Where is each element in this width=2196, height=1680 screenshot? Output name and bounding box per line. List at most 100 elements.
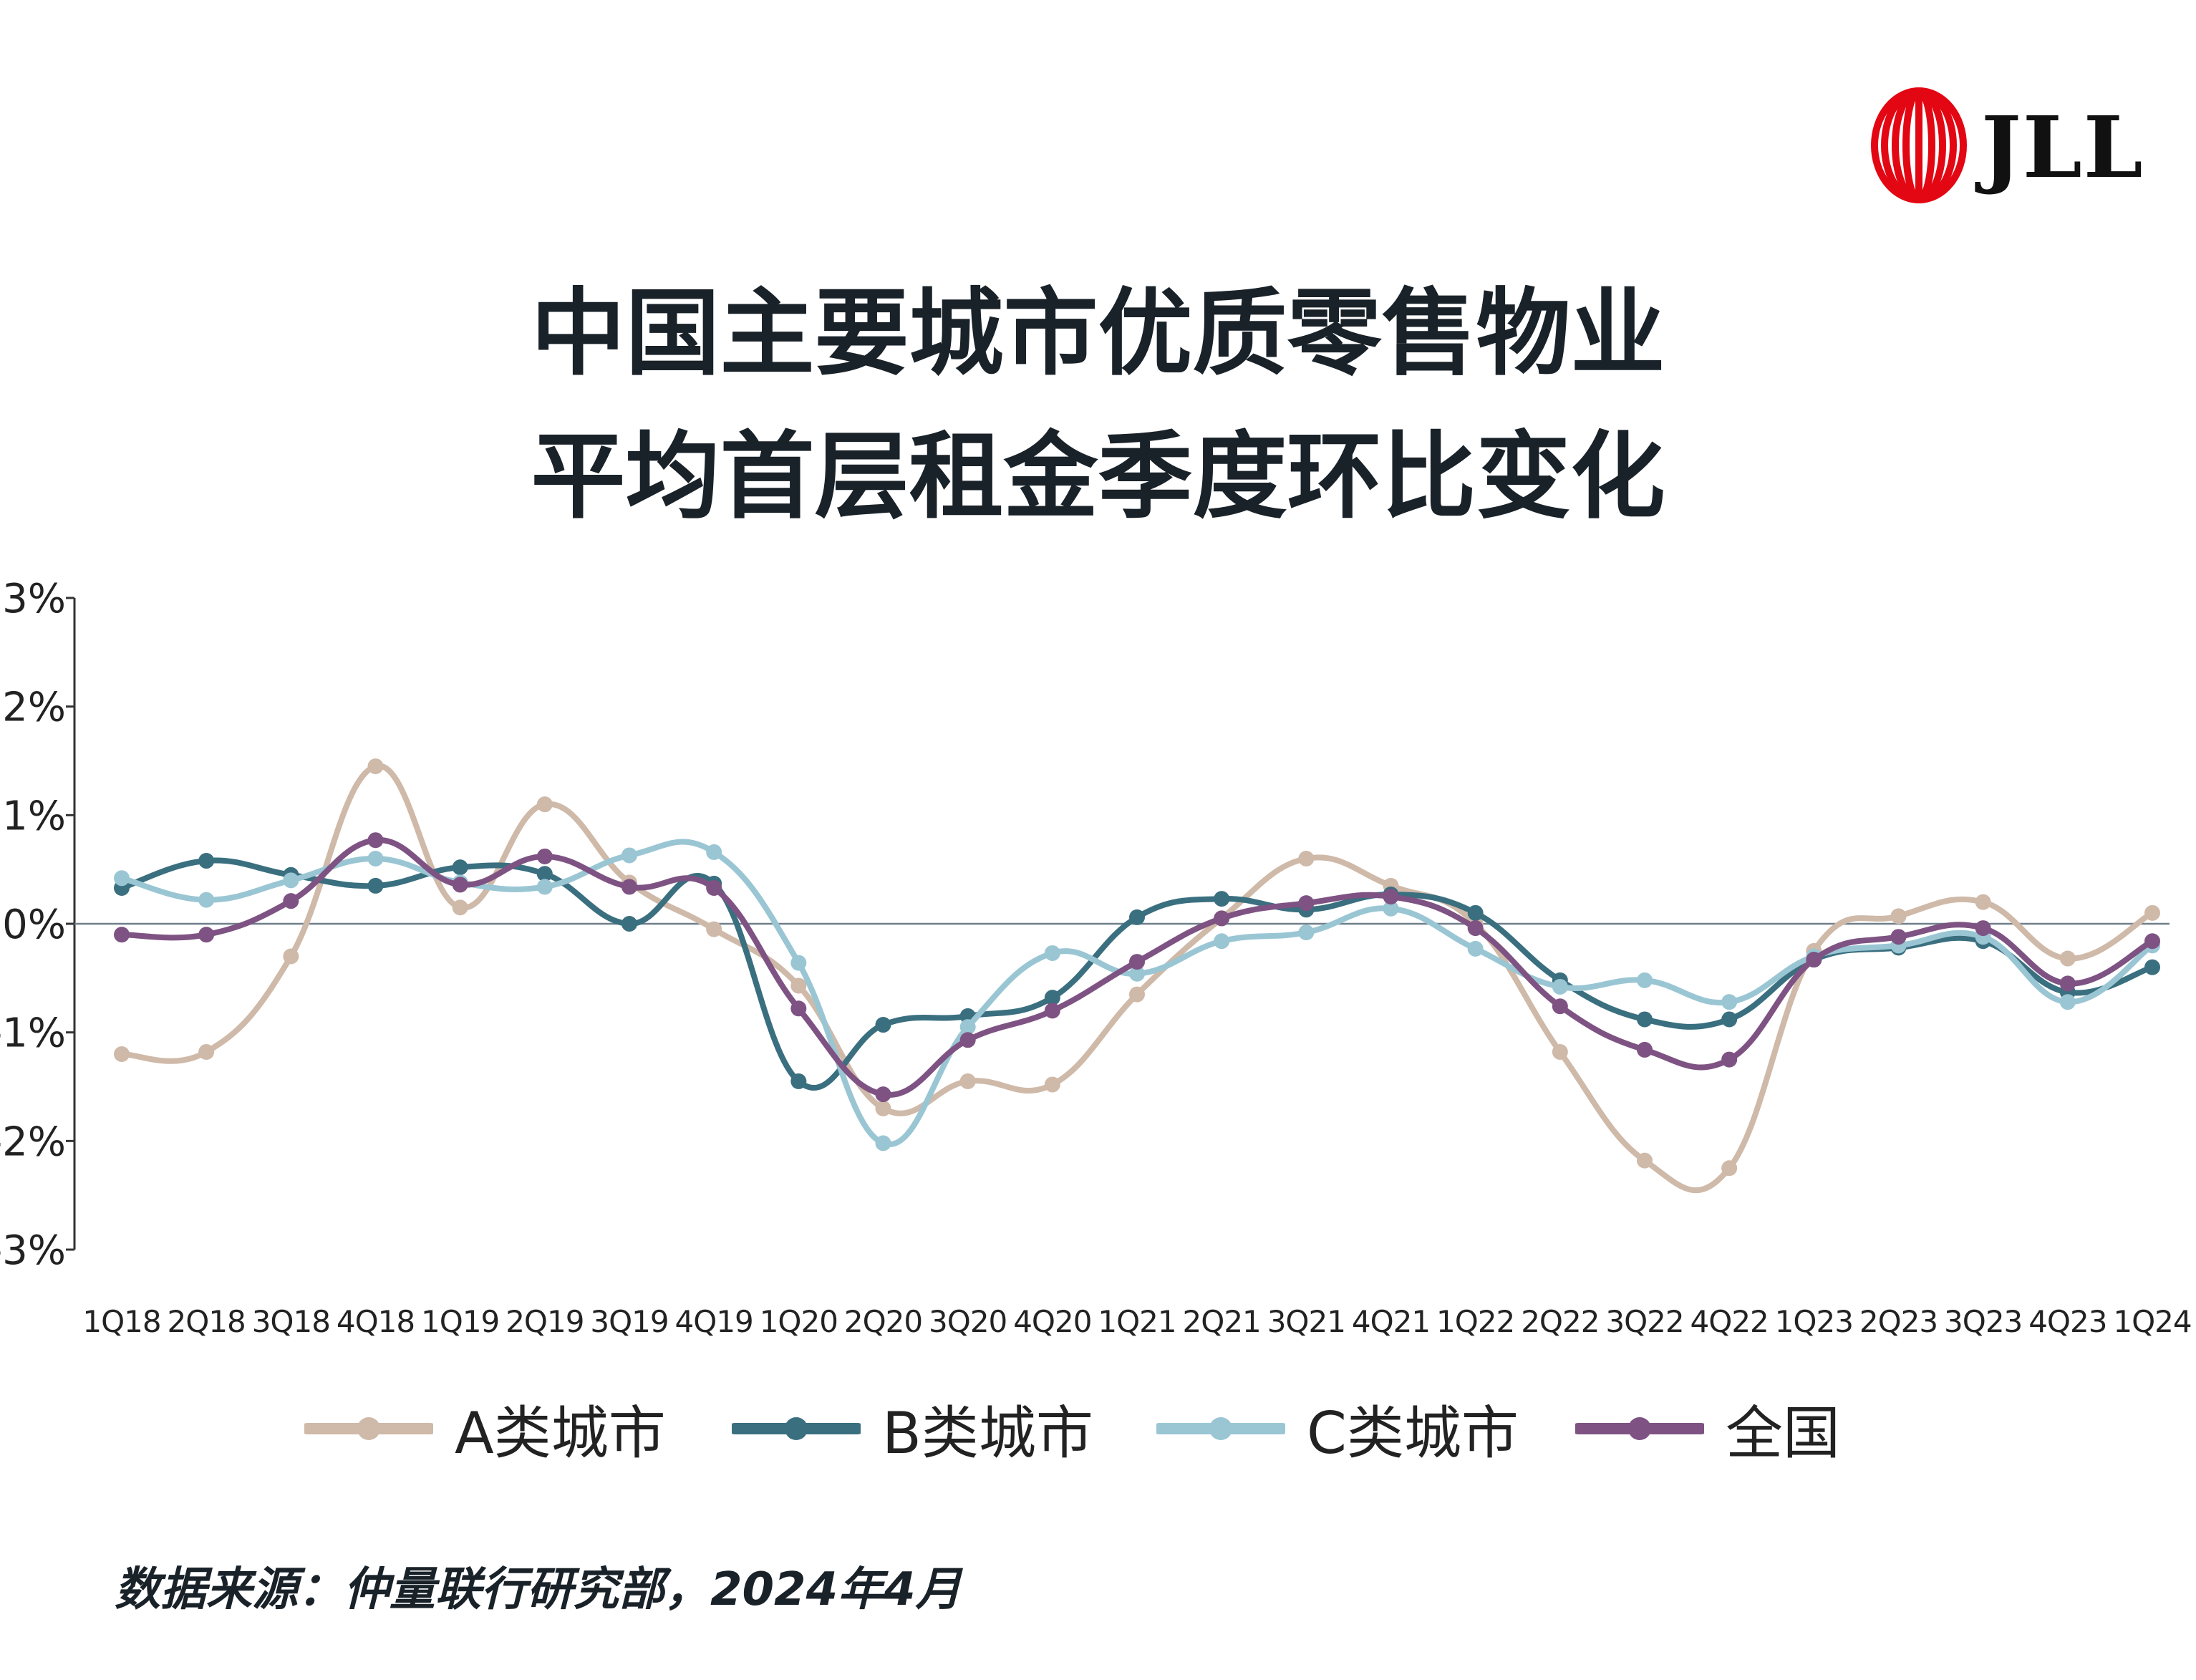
- data-point-1: [1721, 1011, 1738, 1028]
- legend-label-a: A类城市: [455, 1400, 666, 1467]
- source-note: 数据来源：仲量联行研究部，2024年4月: [115, 1563, 962, 1616]
- data-point-2: [367, 851, 384, 866]
- legend-item-b: B类城市: [732, 1396, 1093, 1467]
- data-point-3: [706, 879, 722, 896]
- legend-label-national: 全国: [1726, 1400, 1840, 1467]
- x-tick-label: 4Q21: [1352, 1304, 1430, 1339]
- data-point-3: [1637, 1041, 1653, 1058]
- x-tick-label: 4Q23: [2028, 1304, 2106, 1339]
- data-point-2: [283, 872, 299, 889]
- x-tick-label: 1Q24: [2113, 1304, 2191, 1339]
- data-point-2: [1298, 925, 1315, 941]
- data-point-1: [790, 1073, 807, 1089]
- data-point-3: [1552, 998, 1568, 1015]
- data-point-2: [114, 870, 130, 887]
- data-point-3: [1298, 895, 1315, 912]
- y-tick-label: -3%: [0, 1227, 66, 1274]
- data-point-0: [1975, 894, 1991, 910]
- data-point-1: [198, 853, 215, 869]
- data-point-2: [1721, 994, 1738, 1010]
- data-point-0: [2144, 904, 2160, 921]
- chart-title-line-2: 平均首层租金季度环比变化: [531, 422, 1665, 532]
- x-tick-label: 2Q22: [1521, 1304, 1599, 1339]
- data-point-0: [114, 1046, 130, 1062]
- legend-item-a: A类城市: [304, 1396, 666, 1467]
- data-point-1: [1214, 891, 1230, 907]
- x-tick-label: 1Q22: [1436, 1304, 1514, 1339]
- jll-logo-mark-icon: [1871, 87, 1967, 203]
- data-point-2: [1383, 900, 1399, 917]
- data-point-0: [452, 899, 468, 916]
- data-point-2: [706, 844, 722, 860]
- data-point-0: [1044, 1076, 1060, 1093]
- x-tick-label: 3Q19: [590, 1304, 668, 1339]
- data-point-3: [2144, 933, 2160, 950]
- data-point-1: [621, 916, 637, 932]
- data-point-1: [536, 866, 553, 882]
- legend-item-c: C类城市: [1156, 1396, 1519, 1467]
- data-point-2: [621, 847, 637, 864]
- x-tick-label: 4Q19: [675, 1304, 753, 1339]
- x-tick-label: 3Q23: [1944, 1304, 2022, 1339]
- jll-logo: JLL: [1865, 85, 2143, 206]
- data-point-3: [2059, 975, 2076, 992]
- data-point-1: [1467, 904, 1484, 921]
- data-point-3: [452, 877, 468, 893]
- data-point-0: [1129, 986, 1145, 1003]
- legend-swatch-b: [732, 1417, 861, 1440]
- data-point-1: [1129, 909, 1145, 925]
- x-tick-label: 2Q23: [1859, 1304, 1938, 1339]
- data-point-3: [1044, 1003, 1060, 1019]
- data-point-3: [875, 1086, 891, 1103]
- data-point-0: [1298, 851, 1315, 866]
- data-point-3: [1129, 954, 1145, 970]
- data-point-0: [1890, 908, 1907, 925]
- data-point-2: [536, 879, 553, 895]
- y-tick-label: 1%: [2, 793, 66, 839]
- chart-title-line-1: 中国主要城市优质零售物业: [531, 279, 1665, 389]
- data-point-3: [959, 1032, 976, 1048]
- x-tick-label: 4Q20: [1013, 1304, 1091, 1339]
- data-point-0: [198, 1043, 215, 1060]
- data-point-3: [536, 848, 553, 864]
- data-point-0: [790, 977, 807, 994]
- data-point-0: [2059, 950, 2076, 967]
- y-tick-label: 0%: [2, 902, 66, 948]
- x-tick-label: 2Q21: [1183, 1304, 1261, 1339]
- x-tick-label: 4Q18: [337, 1304, 415, 1339]
- y-tick-label: 2%: [2, 685, 66, 731]
- data-point-1: [1044, 990, 1060, 1006]
- data-point-0: [875, 1100, 891, 1116]
- data-point-0: [1637, 1152, 1653, 1169]
- data-point-0: [536, 796, 553, 813]
- legend-item-national: 全国: [1575, 1396, 1840, 1467]
- data-point-2: [875, 1135, 891, 1152]
- data-point-3: [1806, 952, 1822, 968]
- data-point-2: [2059, 994, 2076, 1010]
- data-point-3: [1975, 920, 1991, 937]
- data-point-3: [1721, 1051, 1738, 1068]
- data-point-2: [1214, 933, 1230, 950]
- data-point-0: [959, 1073, 976, 1089]
- data-point-3: [283, 893, 299, 909]
- data-point-3: [1467, 920, 1484, 937]
- data-point-1: [367, 877, 384, 894]
- legend-swatch-a: [304, 1417, 433, 1440]
- x-tick-label: 3Q20: [929, 1304, 1007, 1339]
- y-tick-label: 3%: [2, 576, 66, 622]
- x-tick-label: 1Q19: [421, 1304, 499, 1339]
- x-tick-label: 3Q21: [1267, 1304, 1345, 1339]
- data-point-3: [367, 832, 384, 849]
- data-point-2: [790, 955, 807, 971]
- data-point-1: [2144, 959, 2160, 975]
- data-point-3: [198, 927, 215, 943]
- data-point-2: [1044, 945, 1060, 961]
- data-point-3: [621, 879, 637, 895]
- x-tick-label: 1Q18: [82, 1304, 160, 1339]
- x-tick-label: 4Q22: [1690, 1304, 1769, 1339]
- x-tick-label: 1Q20: [760, 1304, 838, 1339]
- data-point-2: [1637, 972, 1653, 988]
- data-point-2: [1552, 978, 1568, 995]
- data-point-3: [1383, 889, 1399, 905]
- x-tick-label: 3Q22: [1605, 1304, 1683, 1339]
